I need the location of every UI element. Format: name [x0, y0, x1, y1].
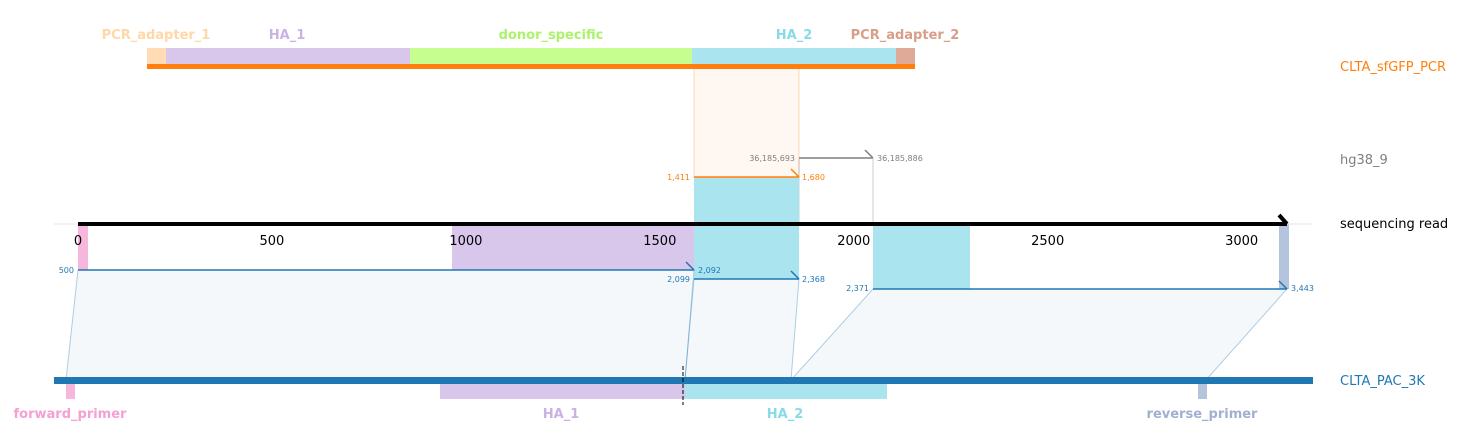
top-read-end: 1,680 — [802, 173, 825, 182]
bottom-arrow-tip-3 — [1278, 280, 1288, 290]
track-name-read: sequencing read — [1340, 217, 1448, 232]
connection-2 — [684, 278, 800, 381]
alignment-connections — [65, 269, 1289, 381]
top-alignment-shade — [693, 65, 800, 179]
read-arrow-head — [1277, 213, 1289, 226]
axis-tick-label: 1500 — [643, 234, 676, 249]
read-shade-ha-2-right — [873, 224, 970, 289]
top-track-bar — [147, 64, 915, 69]
bottom-feature-forward-primer — [66, 380, 75, 399]
top-feature-label: donor_specific — [499, 28, 604, 43]
top-read-start: 1,411 — [667, 173, 690, 182]
bottom-track: forward_primer HA_1 HA_2 reverse_primer — [14, 366, 1313, 422]
top-feature-label: PCR_adapter_1 — [102, 28, 211, 43]
bottom-feature-label: HA_1 — [543, 407, 580, 422]
axis-tick-label: 3000 — [1225, 234, 1258, 249]
bottom-read-end-3: 3,443 — [1291, 284, 1314, 293]
track-name-top: CLTA_sfGFP_PCR — [1340, 60, 1446, 75]
bottom-arrow-tip-2 — [790, 270, 800, 280]
read-shade-ha-2-top — [694, 178, 799, 224]
top-feature-label: HA_2 — [776, 28, 813, 43]
track-name-bottom: CLTA_PAC_3K — [1340, 374, 1425, 389]
axis-tick-label: 1000 — [449, 234, 482, 249]
top-feature-pcr-adapter-2 — [896, 48, 915, 66]
read-axis: 0 500 1000 1500 2000 2500 3000 — [54, 213, 1312, 249]
bottom-read-start-1: 500 — [59, 266, 74, 275]
hg38-arrow-tip — [864, 149, 874, 159]
bottom-feature-ha-1 — [440, 380, 685, 399]
top-track: PCR_adapter_1 HA_1 donor_specific HA_2 P… — [102, 28, 960, 69]
axis-tick-label: 0 — [74, 234, 82, 249]
top-feature-donor-specific — [410, 48, 692, 66]
top-feature-label: HA_1 — [269, 28, 306, 43]
read-shade-reverse-primer — [1279, 224, 1289, 289]
top-arrow-tip — [790, 168, 800, 178]
top-feature-pcr-adapter-1 — [147, 48, 166, 66]
axis-tick-label: 500 — [260, 234, 285, 249]
bottom-read-start-3: 2,371 — [846, 284, 869, 293]
read-feature-shading — [78, 178, 1289, 289]
hg38-alignment: 36,185,693 36,185,886 — [749, 149, 923, 163]
top-feature-ha-2 — [692, 48, 896, 66]
axis-tick-label: 2000 — [837, 234, 870, 249]
bottom-feature-reverse-primer — [1198, 380, 1207, 399]
read-shade-ha-2 — [694, 224, 799, 279]
bottom-alignments: 500 2,092 2,099 2,368 2,371 3,443 — [59, 261, 1314, 293]
axis-tick-label: 2500 — [1031, 234, 1064, 249]
top-feature-label: PCR_adapter_2 — [851, 28, 960, 43]
bottom-read-start-2: 2,099 — [667, 275, 690, 284]
connection-3 — [789, 288, 1289, 381]
bottom-feature-label: reverse_primer — [1147, 407, 1259, 422]
bottom-feature-label: forward_primer — [14, 407, 128, 422]
bottom-feature-ha-2 — [685, 380, 887, 399]
bottom-feature-label: HA_2 — [767, 407, 804, 422]
bottom-read-end-2: 2,368 — [802, 275, 825, 284]
read-shade-ha-1 — [452, 224, 694, 270]
connection-1 — [65, 269, 695, 381]
hg38-ref-end: 36,185,886 — [877, 154, 923, 163]
bottom-arrow-tip-1 — [685, 261, 695, 271]
top-feature-ha-1 — [166, 48, 410, 66]
track-name-hg38: hg38_9 — [1340, 153, 1388, 168]
bottom-read-end-1: 2,092 — [698, 266, 721, 275]
read-shade-forward-primer — [78, 224, 88, 270]
hg38-ref-start: 36,185,693 — [749, 154, 795, 163]
top-alignment: 1,411 1,680 — [667, 168, 825, 182]
